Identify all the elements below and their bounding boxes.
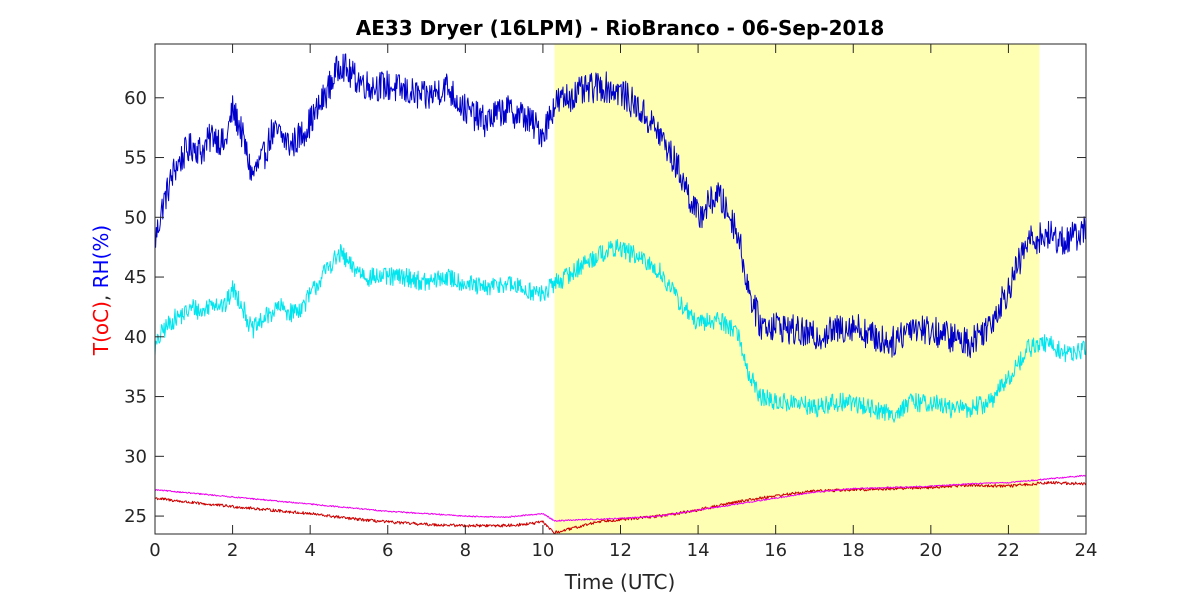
x-tick-label: 4 <box>304 540 315 561</box>
chart-title: AE33 Dryer (16LPM) - RioBranco - 06-Sep-… <box>356 16 885 40</box>
series-layer <box>154 53 1087 534</box>
x-axis-label: Time (UTC) <box>564 570 676 594</box>
y-tick-label: 50 <box>124 207 147 228</box>
x-tick-label: 22 <box>997 540 1020 561</box>
x-tick-label: 8 <box>460 540 471 561</box>
x-tick-label: 10 <box>531 540 554 561</box>
x-tick-label: 2 <box>227 540 238 561</box>
y-tick-label: 25 <box>124 506 147 527</box>
series-line-1 <box>154 238 1087 423</box>
series-line-0 <box>154 53 1087 359</box>
y-axis-label-humidity: RH(%) <box>89 225 113 289</box>
series-line-3 <box>154 474 1087 522</box>
x-tick-label: 24 <box>1075 540 1098 561</box>
y-tick-label: 55 <box>124 148 147 169</box>
x-tick-label: 16 <box>764 540 787 561</box>
x-tick-label: 18 <box>842 540 865 561</box>
highlight-band <box>554 44 1040 534</box>
x-tick-label: 0 <box>149 540 160 561</box>
x-tick-label: 20 <box>919 540 942 561</box>
x-tick-label: 14 <box>687 540 710 561</box>
x-tick-label: 12 <box>609 540 632 561</box>
highlight-layer <box>554 44 1040 534</box>
y-axis-label-separator: , <box>89 288 113 301</box>
y-tick-label: 45 <box>124 267 147 288</box>
y-tick-label: 30 <box>124 446 147 467</box>
y-tick-label: 40 <box>124 327 147 348</box>
y-tick-label: 35 <box>124 387 147 408</box>
y-axis-label: T(oC), RH(%) <box>89 225 113 356</box>
x-tick-label: 6 <box>382 540 393 561</box>
y-axis-label-temperature: T(oC) <box>89 301 113 356</box>
y-tick-label: 60 <box>124 88 147 109</box>
